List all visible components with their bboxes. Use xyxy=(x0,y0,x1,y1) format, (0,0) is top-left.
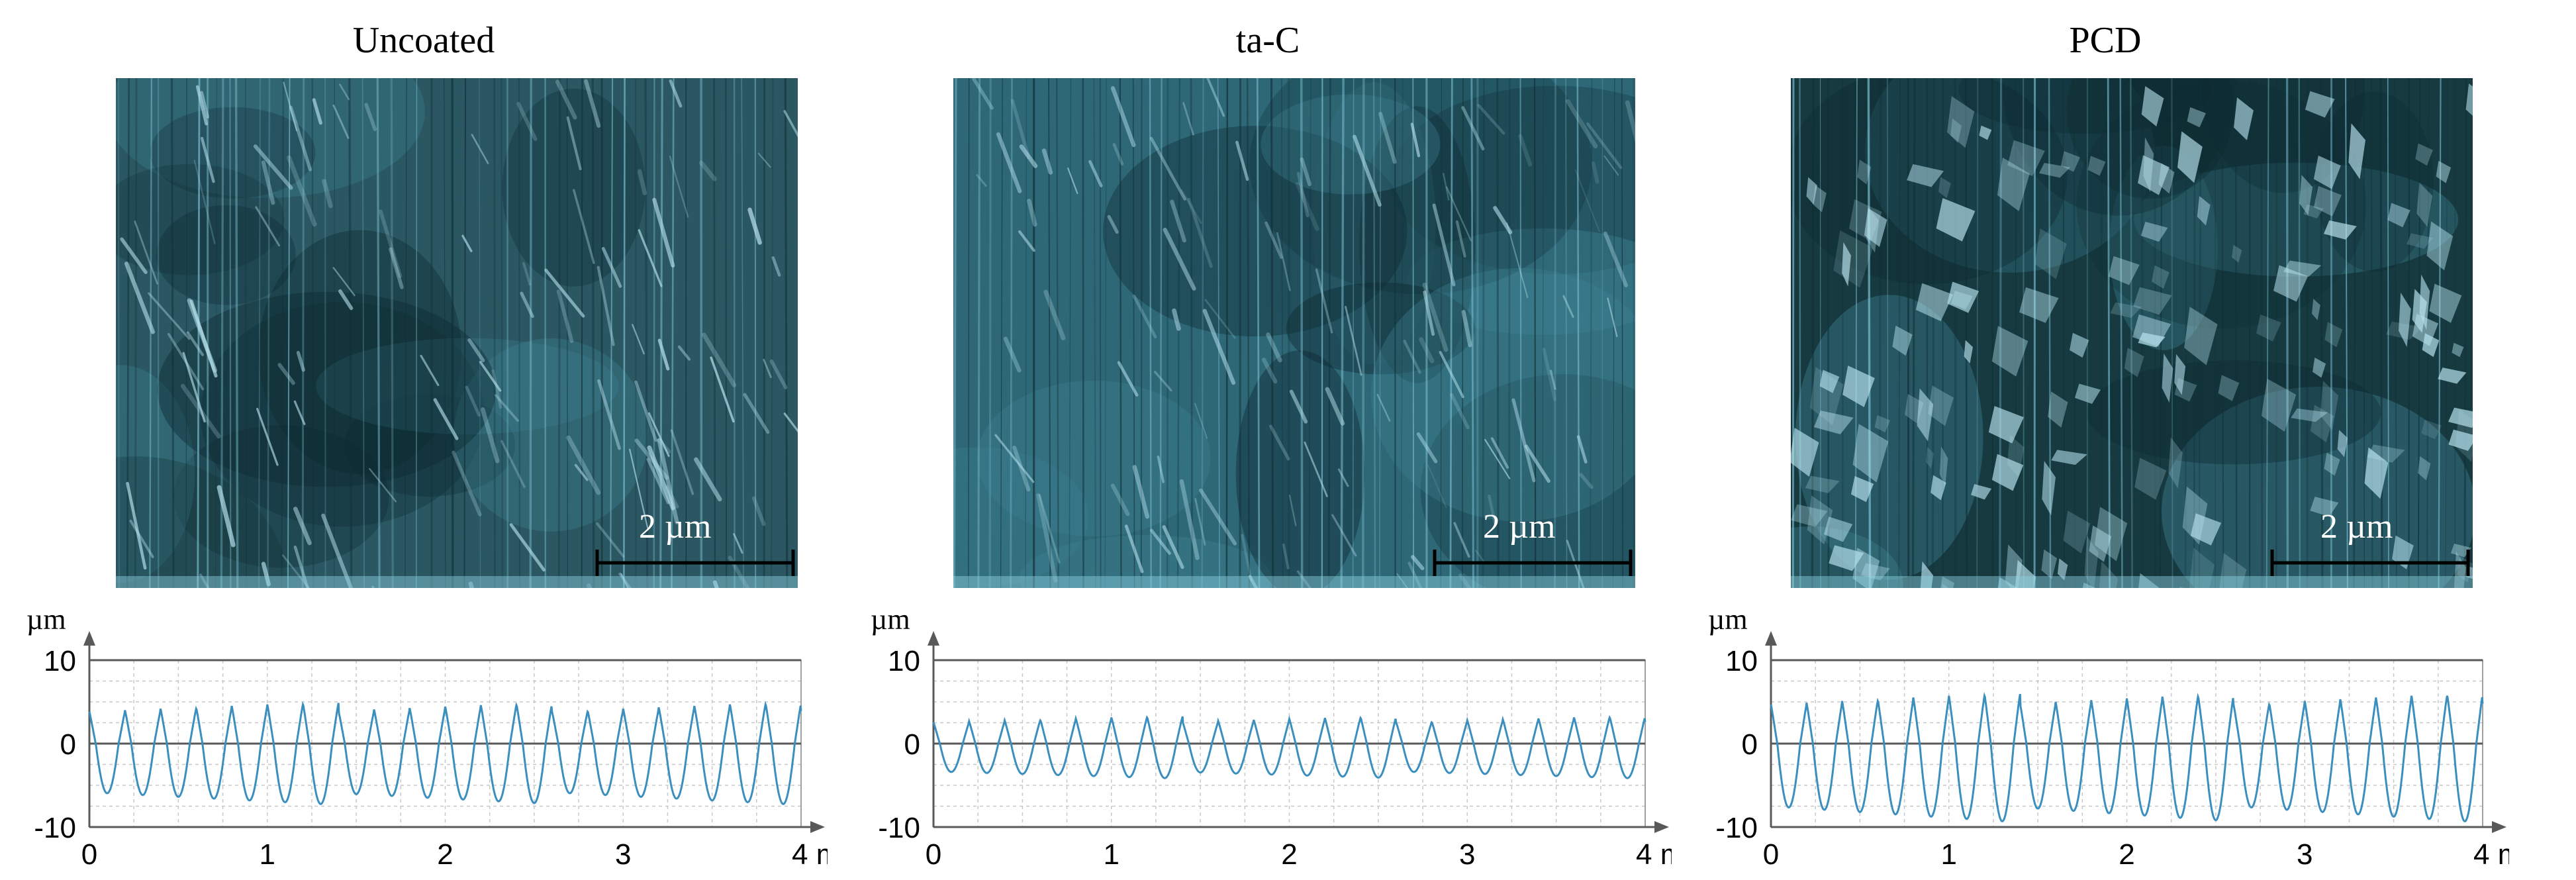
x-axis-arrow xyxy=(1654,821,1669,833)
x-tick-label: 1 xyxy=(1941,838,1957,871)
x-tick-label: 3 xyxy=(1459,838,1475,871)
scale-bar xyxy=(116,78,798,588)
y-unit-label: µm xyxy=(26,603,66,636)
y-unit-label: µm xyxy=(871,603,910,636)
x-tick-label: 2 xyxy=(437,838,453,871)
y-unit-label: µm xyxy=(1708,603,1748,636)
x-tick-label: 4 mm xyxy=(1636,838,1672,871)
x-tick-label: 4 mm xyxy=(2473,838,2509,871)
panel-title: ta-C xyxy=(887,19,1648,62)
y-tick-label: -10 xyxy=(878,812,920,844)
x-tick-label: 2 xyxy=(1281,838,1297,871)
scale-bar xyxy=(953,78,1635,588)
x-axis-arrow xyxy=(810,821,825,833)
x-tick-label: 0 xyxy=(81,838,97,871)
x-tick-label: 3 xyxy=(615,838,631,871)
y-axis-arrow xyxy=(1765,631,1777,646)
x-axis-arrow xyxy=(2492,821,2506,833)
micrograph-ta-c: 2 µm xyxy=(953,78,1635,588)
y-tick-label: 10 xyxy=(1725,645,1758,677)
x-tick-label: 2 xyxy=(2119,838,2134,871)
y-tick-label: 10 xyxy=(44,645,76,677)
y-tick-label: 0 xyxy=(1742,728,1758,761)
panel-title: PCD xyxy=(1725,19,2486,62)
y-tick-label: 0 xyxy=(904,728,920,761)
scale-bar xyxy=(1791,78,2473,588)
y-tick-label: -10 xyxy=(34,812,76,844)
x-tick-label: 0 xyxy=(1763,838,1779,871)
y-axis-arrow xyxy=(83,631,95,646)
y-tick-label: -10 xyxy=(1715,812,1758,844)
x-tick-label: 4 mm xyxy=(792,838,828,871)
x-tick-label: 1 xyxy=(260,838,275,871)
x-tick-label: 1 xyxy=(1104,838,1120,871)
micrograph-uncoated: 2 µm xyxy=(116,78,798,588)
y-axis-arrow xyxy=(928,631,939,646)
y-tick-label: 10 xyxy=(888,645,920,677)
x-tick-label: 0 xyxy=(926,838,941,871)
micrograph-pcd: 2 µm xyxy=(1791,78,2473,588)
x-tick-label: 3 xyxy=(2297,838,2313,871)
panel-title: Uncoated xyxy=(43,19,804,62)
y-tick-label: 0 xyxy=(60,728,76,761)
